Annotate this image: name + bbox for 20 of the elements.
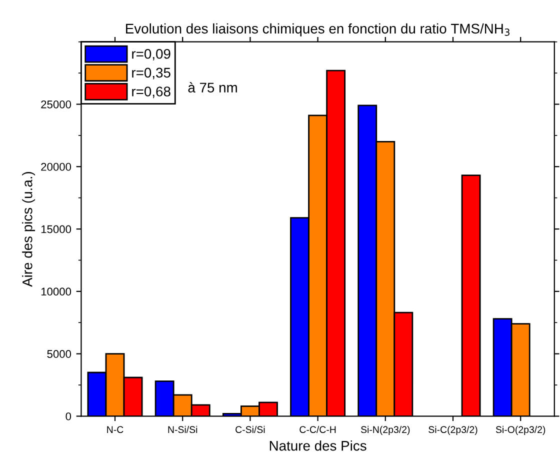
y-tick-label: 20000 (41, 162, 72, 171)
legend-label: r=0,68 (132, 86, 170, 98)
chart-title: Evolution des liaisons chimiques en fonction du ratio TMS/NH$_{3}$ (126, 23, 510, 36)
x-axis-title: Nature des Pics (270, 440, 366, 451)
x-tick-label: Si-O(2p3/2) (496, 426, 546, 435)
x-tick-label: N-Si/Si (168, 426, 198, 434)
y-tick-label: 15000 (41, 225, 72, 234)
x-tick-label: Si-C(2p3/2) (428, 426, 478, 435)
x-tick-label: C-C/C-H (300, 426, 336, 434)
legend-label: r=0,09 (132, 48, 170, 60)
y-tick-label: 10000 (41, 288, 72, 296)
annotation: à 75 nm (188, 82, 237, 93)
x-tick-label: Si-N(2p3/2) (360, 426, 410, 435)
y-tick-label: 25000 (41, 100, 72, 108)
x-tick-label: C-Si/Si (236, 426, 265, 434)
y-axis-title: Aire des pics (u.a.) (22, 172, 36, 287)
y-tick-label: 5000 (47, 350, 72, 358)
legend-label: r=0,35 (132, 68, 170, 80)
y-tick-label: 0 (66, 412, 72, 420)
x-tick-label: N-C (107, 426, 124, 434)
